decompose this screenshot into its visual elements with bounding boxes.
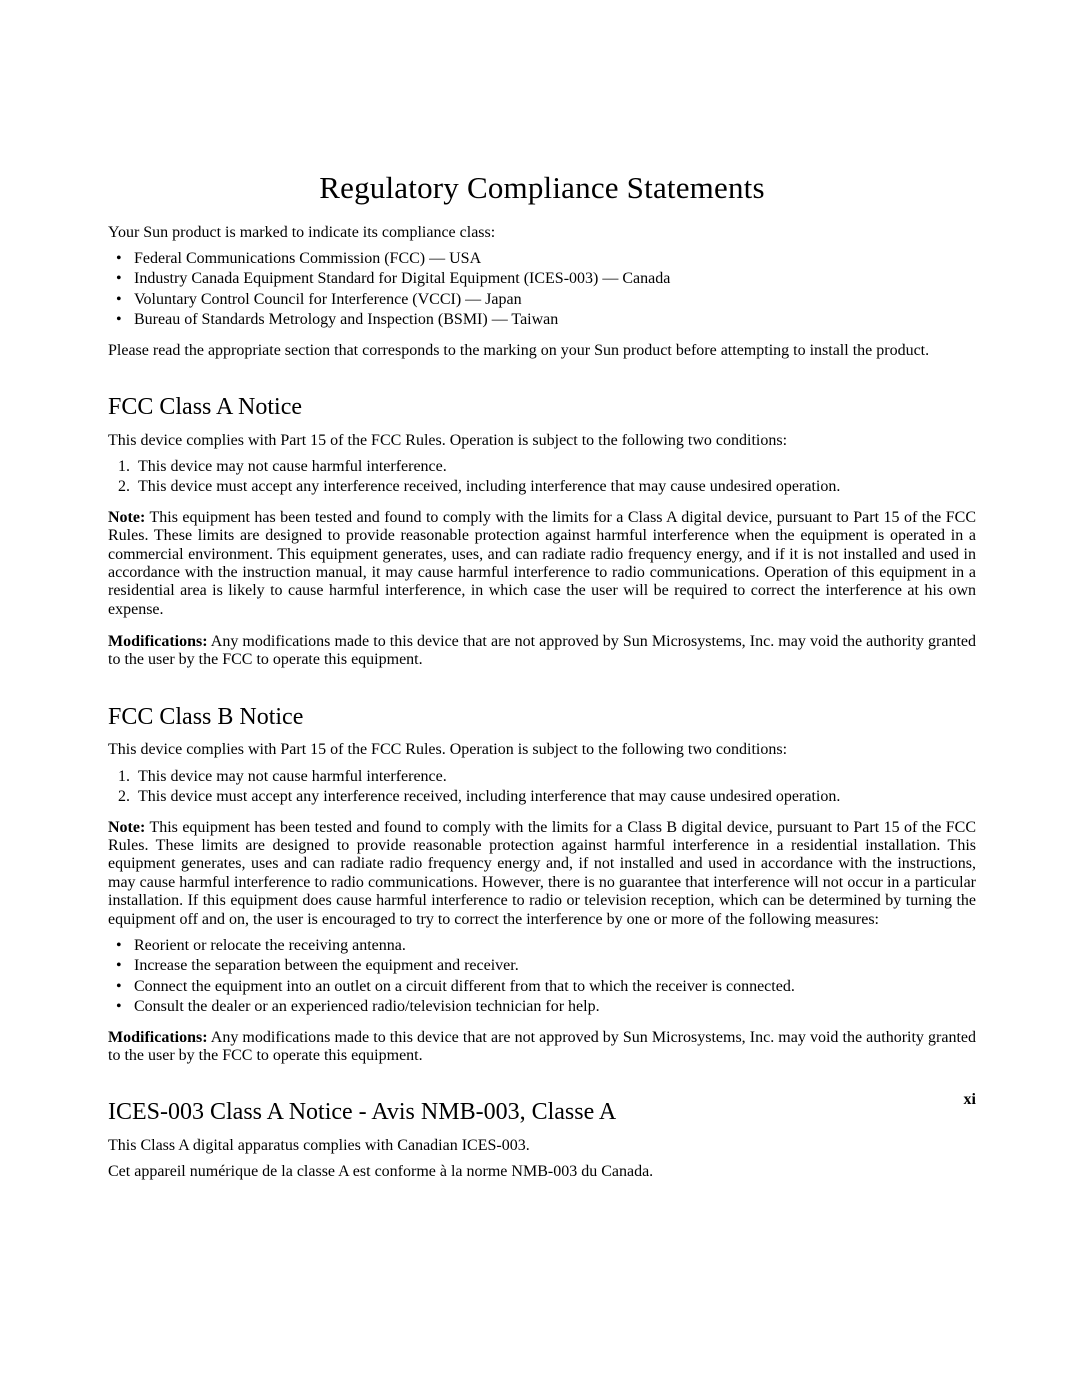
intro-paragraph: Your Sun product is marked to indicate i… <box>108 224 976 242</box>
modifications-body: Any modifications made to this device th… <box>108 1029 976 1064</box>
list-item: Federal Communications Commission (FCC) … <box>134 250 976 270</box>
list-item: Connect the equipment into an outlet on … <box>134 978 976 998</box>
ices-heading: ICES-003 Class A Notice - Avis NMB-003, … <box>108 1099 976 1127</box>
compliance-class-list: Federal Communications Commission (FCC) … <box>108 250 976 332</box>
list-item: Increase the separation between the equi… <box>134 957 976 977</box>
note-body: This equipment has been tested and found… <box>108 509 976 618</box>
modifications-label: Modifications: <box>108 1029 208 1046</box>
note-label: Note: <box>108 509 145 526</box>
fcc-b-heading: FCC Class B Notice <box>108 704 976 732</box>
note-label: Note: <box>108 819 145 836</box>
list-item: This device may not cause harmful interf… <box>134 458 976 478</box>
list-item: Consult the dealer or an experienced rad… <box>134 998 976 1018</box>
modifications-label: Modifications: <box>108 633 208 650</box>
document-page: Regulatory Compliance Statements Your Su… <box>0 0 1080 1397</box>
fcc-a-heading: FCC Class A Notice <box>108 394 976 422</box>
list-item: This device must accept any interference… <box>134 788 976 808</box>
page-title: Regulatory Compliance Statements <box>108 170 976 206</box>
page-number: xi <box>964 1091 976 1109</box>
list-item: This device must accept any interference… <box>134 478 976 498</box>
fcc-a-note: Note: This equipment has been tested and… <box>108 509 976 619</box>
fcc-a-conditions: This device may not cause harmful interf… <box>108 458 976 499</box>
list-item: Reorient or relocate the receiving anten… <box>134 937 976 957</box>
fcc-a-modifications: Modifications: Any modifications made to… <box>108 633 976 670</box>
fcc-b-conditions: This device may not cause harmful interf… <box>108 768 976 809</box>
list-item: Bureau of Standards Metrology and Inspec… <box>134 311 976 331</box>
fcc-b-measures: Reorient or relocate the receiving anten… <box>108 937 976 1019</box>
fcc-b-lead: This device complies with Part 15 of the… <box>108 741 976 759</box>
ices-line-en: This Class A digital apparatus complies … <box>108 1137 976 1155</box>
list-item: Voluntary Control Council for Interferen… <box>134 291 976 311</box>
fcc-a-lead: This device complies with Part 15 of the… <box>108 432 976 450</box>
intro-after-paragraph: Please read the appropriate section that… <box>108 342 976 360</box>
list-item: Industry Canada Equipment Standard for D… <box>134 270 976 290</box>
list-item: This device may not cause harmful interf… <box>134 768 976 788</box>
fcc-b-modifications: Modifications: Any modifications made to… <box>108 1029 976 1066</box>
modifications-body: Any modifications made to this device th… <box>108 633 976 668</box>
fcc-b-note: Note: This equipment has been tested and… <box>108 819 976 929</box>
note-body: This equipment has been tested and found… <box>108 819 976 928</box>
ices-line-fr: Cet appareil numérique de la classe A es… <box>108 1163 976 1181</box>
